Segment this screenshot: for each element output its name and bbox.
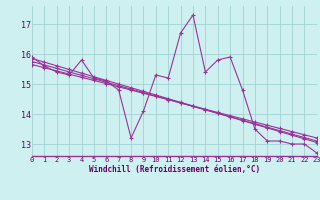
X-axis label: Windchill (Refroidissement éolien,°C): Windchill (Refroidissement éolien,°C) (89, 165, 260, 174)
